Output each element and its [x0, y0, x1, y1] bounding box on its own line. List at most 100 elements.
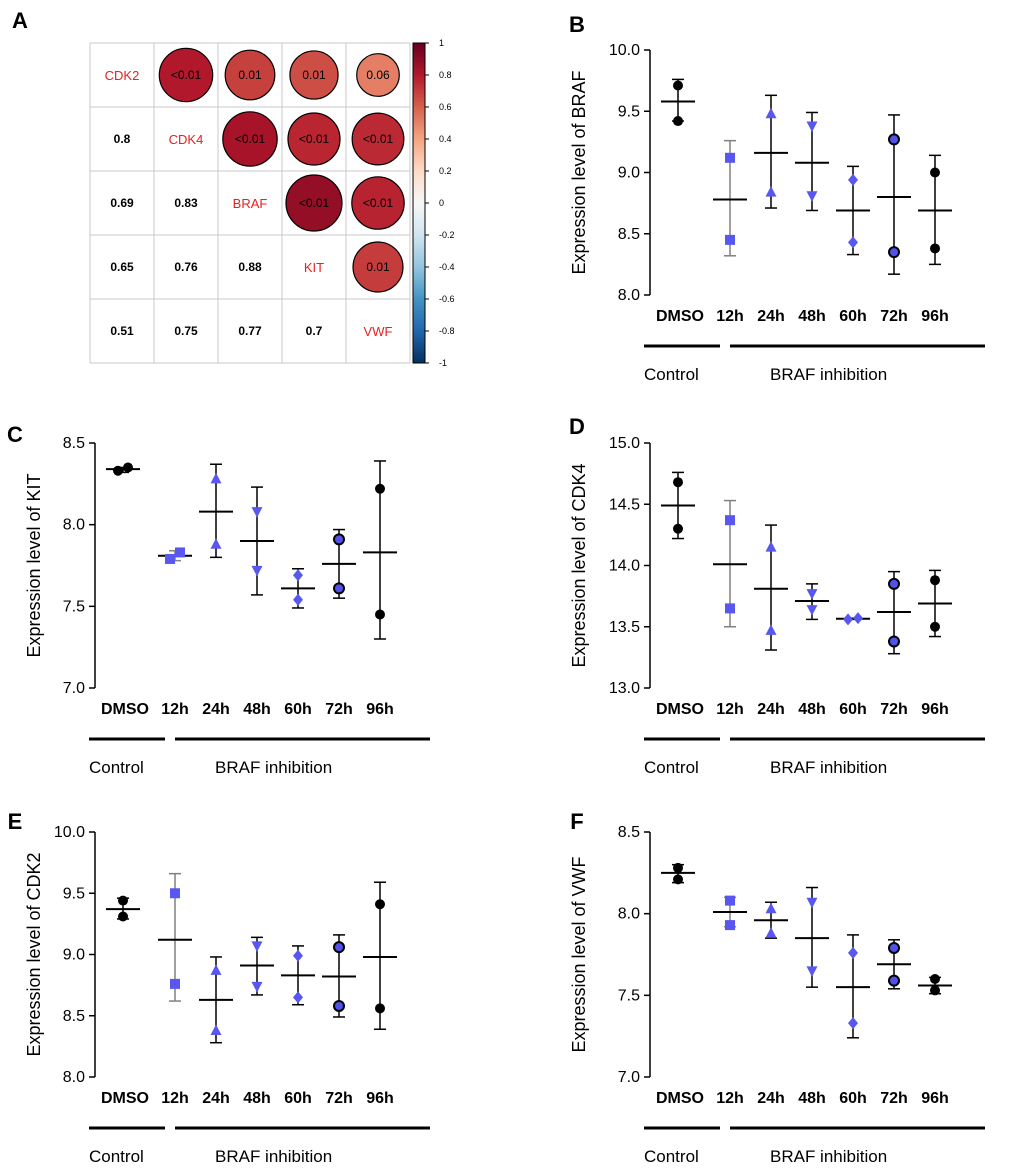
x-category-label: 72h: [880, 1090, 908, 1107]
data-point: [806, 191, 818, 202]
correlation-coefficient: 0.65: [110, 260, 134, 274]
group-label: Control: [644, 365, 699, 384]
colorbar-tick-label: 0.4: [439, 134, 452, 144]
data-point: [725, 920, 735, 931]
y-tick-label: 15.0: [609, 435, 640, 452]
data-point: [848, 1017, 858, 1030]
data-point: [765, 624, 777, 635]
colorbar-tick-label: -1: [439, 358, 447, 368]
data-point: [806, 605, 818, 616]
y-tick-label: 8.5: [618, 226, 640, 243]
data-point: [765, 927, 777, 938]
correlation-circle: [289, 50, 339, 100]
p-value-label: <0.01: [235, 132, 266, 146]
data-point: [210, 964, 222, 975]
correlation-coefficient: 0.76: [174, 260, 198, 274]
correlation-circle: [224, 49, 276, 101]
data-point: [375, 483, 385, 494]
data-point: [251, 565, 263, 577]
colorbar-tick-label: -0.6: [439, 294, 455, 304]
colorbar-tick-label: -0.4: [439, 262, 455, 272]
data-point: [725, 603, 735, 614]
x-category-label: 48h: [243, 701, 271, 718]
colorbar: [412, 42, 426, 364]
correlation-coefficient: 0.77: [238, 324, 262, 338]
data-point: [673, 477, 683, 488]
correlation-circle: [351, 112, 405, 166]
x-category-label: 48h: [243, 1090, 271, 1107]
y-tick-label: 8.5: [63, 435, 85, 452]
heatmap-variable-label: VWF: [364, 324, 393, 339]
scatter-panel-E: E 8.0 8.5 9.0 9.5 10.0 Expression level of CDK…: [8, 809, 430, 1166]
group-label: BRAF inhibition: [770, 1147, 887, 1166]
data-point: [170, 888, 180, 899]
y-axis-title: Expression level of CDK2: [24, 852, 44, 1056]
y-tick-label: 10.0: [609, 42, 640, 59]
p-value-label: <0.01: [299, 132, 330, 146]
y-tick-label: 8.5: [63, 1008, 85, 1025]
scatter-panel-D: D 13.0 13.5 14.0 14.5 15.0 Expression level of…: [569, 414, 985, 777]
x-category-label: 72h: [880, 701, 908, 718]
group-label: BRAF inhibition: [770, 365, 887, 384]
data-point: [673, 874, 683, 885]
scatter-panel-F: F 7.0 7.5 8.0 8.5 Expression level of VWF DMSO…: [569, 809, 985, 1166]
data-point: [888, 577, 900, 590]
data-point: [123, 462, 133, 473]
y-tick-label: 14.0: [609, 558, 640, 575]
data-point: [375, 609, 385, 620]
heatmap-variable-label: BRAF: [233, 196, 268, 211]
y-tick-label: 9.0: [618, 165, 640, 182]
x-category-label: 96h: [921, 1090, 949, 1107]
data-point: [888, 635, 900, 648]
y-tick-label: 8.0: [63, 1069, 85, 1086]
data-point: [293, 593, 303, 606]
x-category-label: 24h: [757, 701, 785, 718]
x-category-label: 24h: [757, 1090, 785, 1107]
y-tick-label: 13.0: [609, 680, 640, 697]
x-category-label: 60h: [839, 701, 867, 718]
data-point: [251, 981, 263, 993]
correlation-circle: [285, 174, 343, 232]
p-value-label: 0.01: [302, 68, 326, 82]
data-point: [375, 899, 385, 910]
p-value-label: 0.06: [366, 68, 390, 82]
data-point: [806, 589, 818, 600]
heatmap-variable-label: KIT: [304, 260, 324, 275]
colorbar-tick-label: 0: [439, 198, 444, 208]
heatmap-variable-label: CDK4: [169, 132, 204, 147]
x-category-label: 60h: [839, 1090, 867, 1107]
data-point: [673, 116, 683, 127]
panel-label-C: C: [7, 422, 23, 447]
scatter-panel-B: B 8.0 8.5 9.0 9.5 10.0 Expression level of BRA…: [569, 12, 985, 384]
x-category-label: 12h: [716, 308, 744, 325]
data-point: [888, 133, 900, 146]
x-category-label: 72h: [880, 308, 908, 325]
correlation-coefficient: 0.51: [110, 324, 134, 338]
data-point: [210, 472, 222, 484]
x-category-label: DMSO: [656, 308, 704, 325]
correlation-circle: [222, 111, 278, 167]
y-tick-label: 7.0: [618, 1069, 640, 1086]
y-tick-label: 9.5: [63, 885, 85, 902]
correlation-circle: [356, 53, 400, 97]
p-value-label: 0.01: [238, 68, 262, 82]
data-point: [333, 941, 345, 954]
p-value-label: <0.01: [363, 196, 394, 210]
x-category-label: DMSO: [656, 701, 704, 718]
scatter-panel-C: C 7.0 7.5 8.0 8.5 Expression level of KIT DMSO…: [7, 422, 430, 777]
data-point: [118, 911, 128, 922]
x-category-label: 24h: [202, 701, 230, 718]
data-point: [725, 234, 735, 245]
colorbar-tick-label: -0.8: [439, 326, 455, 336]
y-tick-label: 9.0: [63, 947, 85, 964]
data-point: [843, 613, 853, 626]
data-point: [930, 243, 940, 254]
data-point: [930, 167, 940, 178]
y-tick-label: 10.0: [54, 824, 85, 841]
data-point: [293, 949, 303, 962]
x-category-label: 96h: [921, 701, 949, 718]
p-value-label: <0.01: [299, 196, 330, 210]
data-point: [806, 897, 818, 909]
y-tick-label: 14.5: [609, 496, 640, 513]
data-point: [888, 974, 900, 987]
